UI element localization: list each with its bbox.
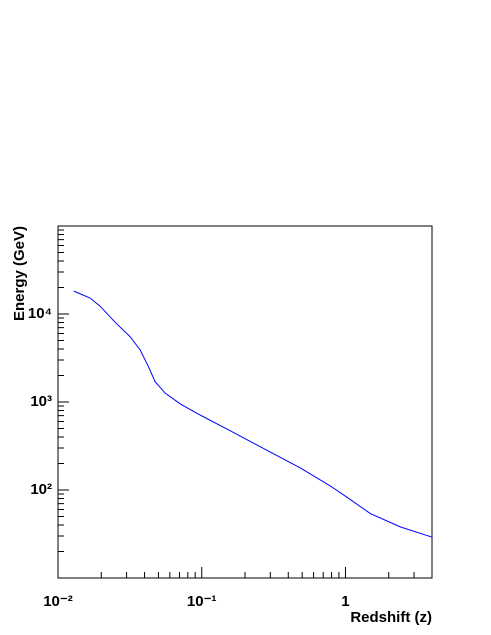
y-tick-label: 10³ (30, 393, 52, 410)
x-tick-label: 1 (341, 593, 349, 610)
data-line (73, 290, 433, 538)
x-axis-title: Redshift (z) (350, 609, 432, 626)
x-tick-label: 10⁻¹ (187, 593, 217, 610)
y-tick-label: 10² (30, 481, 52, 498)
x-tick-label: 10⁻² (43, 593, 73, 610)
plot-frame (57, 225, 433, 579)
y-axis-title: Energy (GeV) (11, 226, 28, 321)
y-tick-label: 10⁴ (28, 305, 52, 322)
